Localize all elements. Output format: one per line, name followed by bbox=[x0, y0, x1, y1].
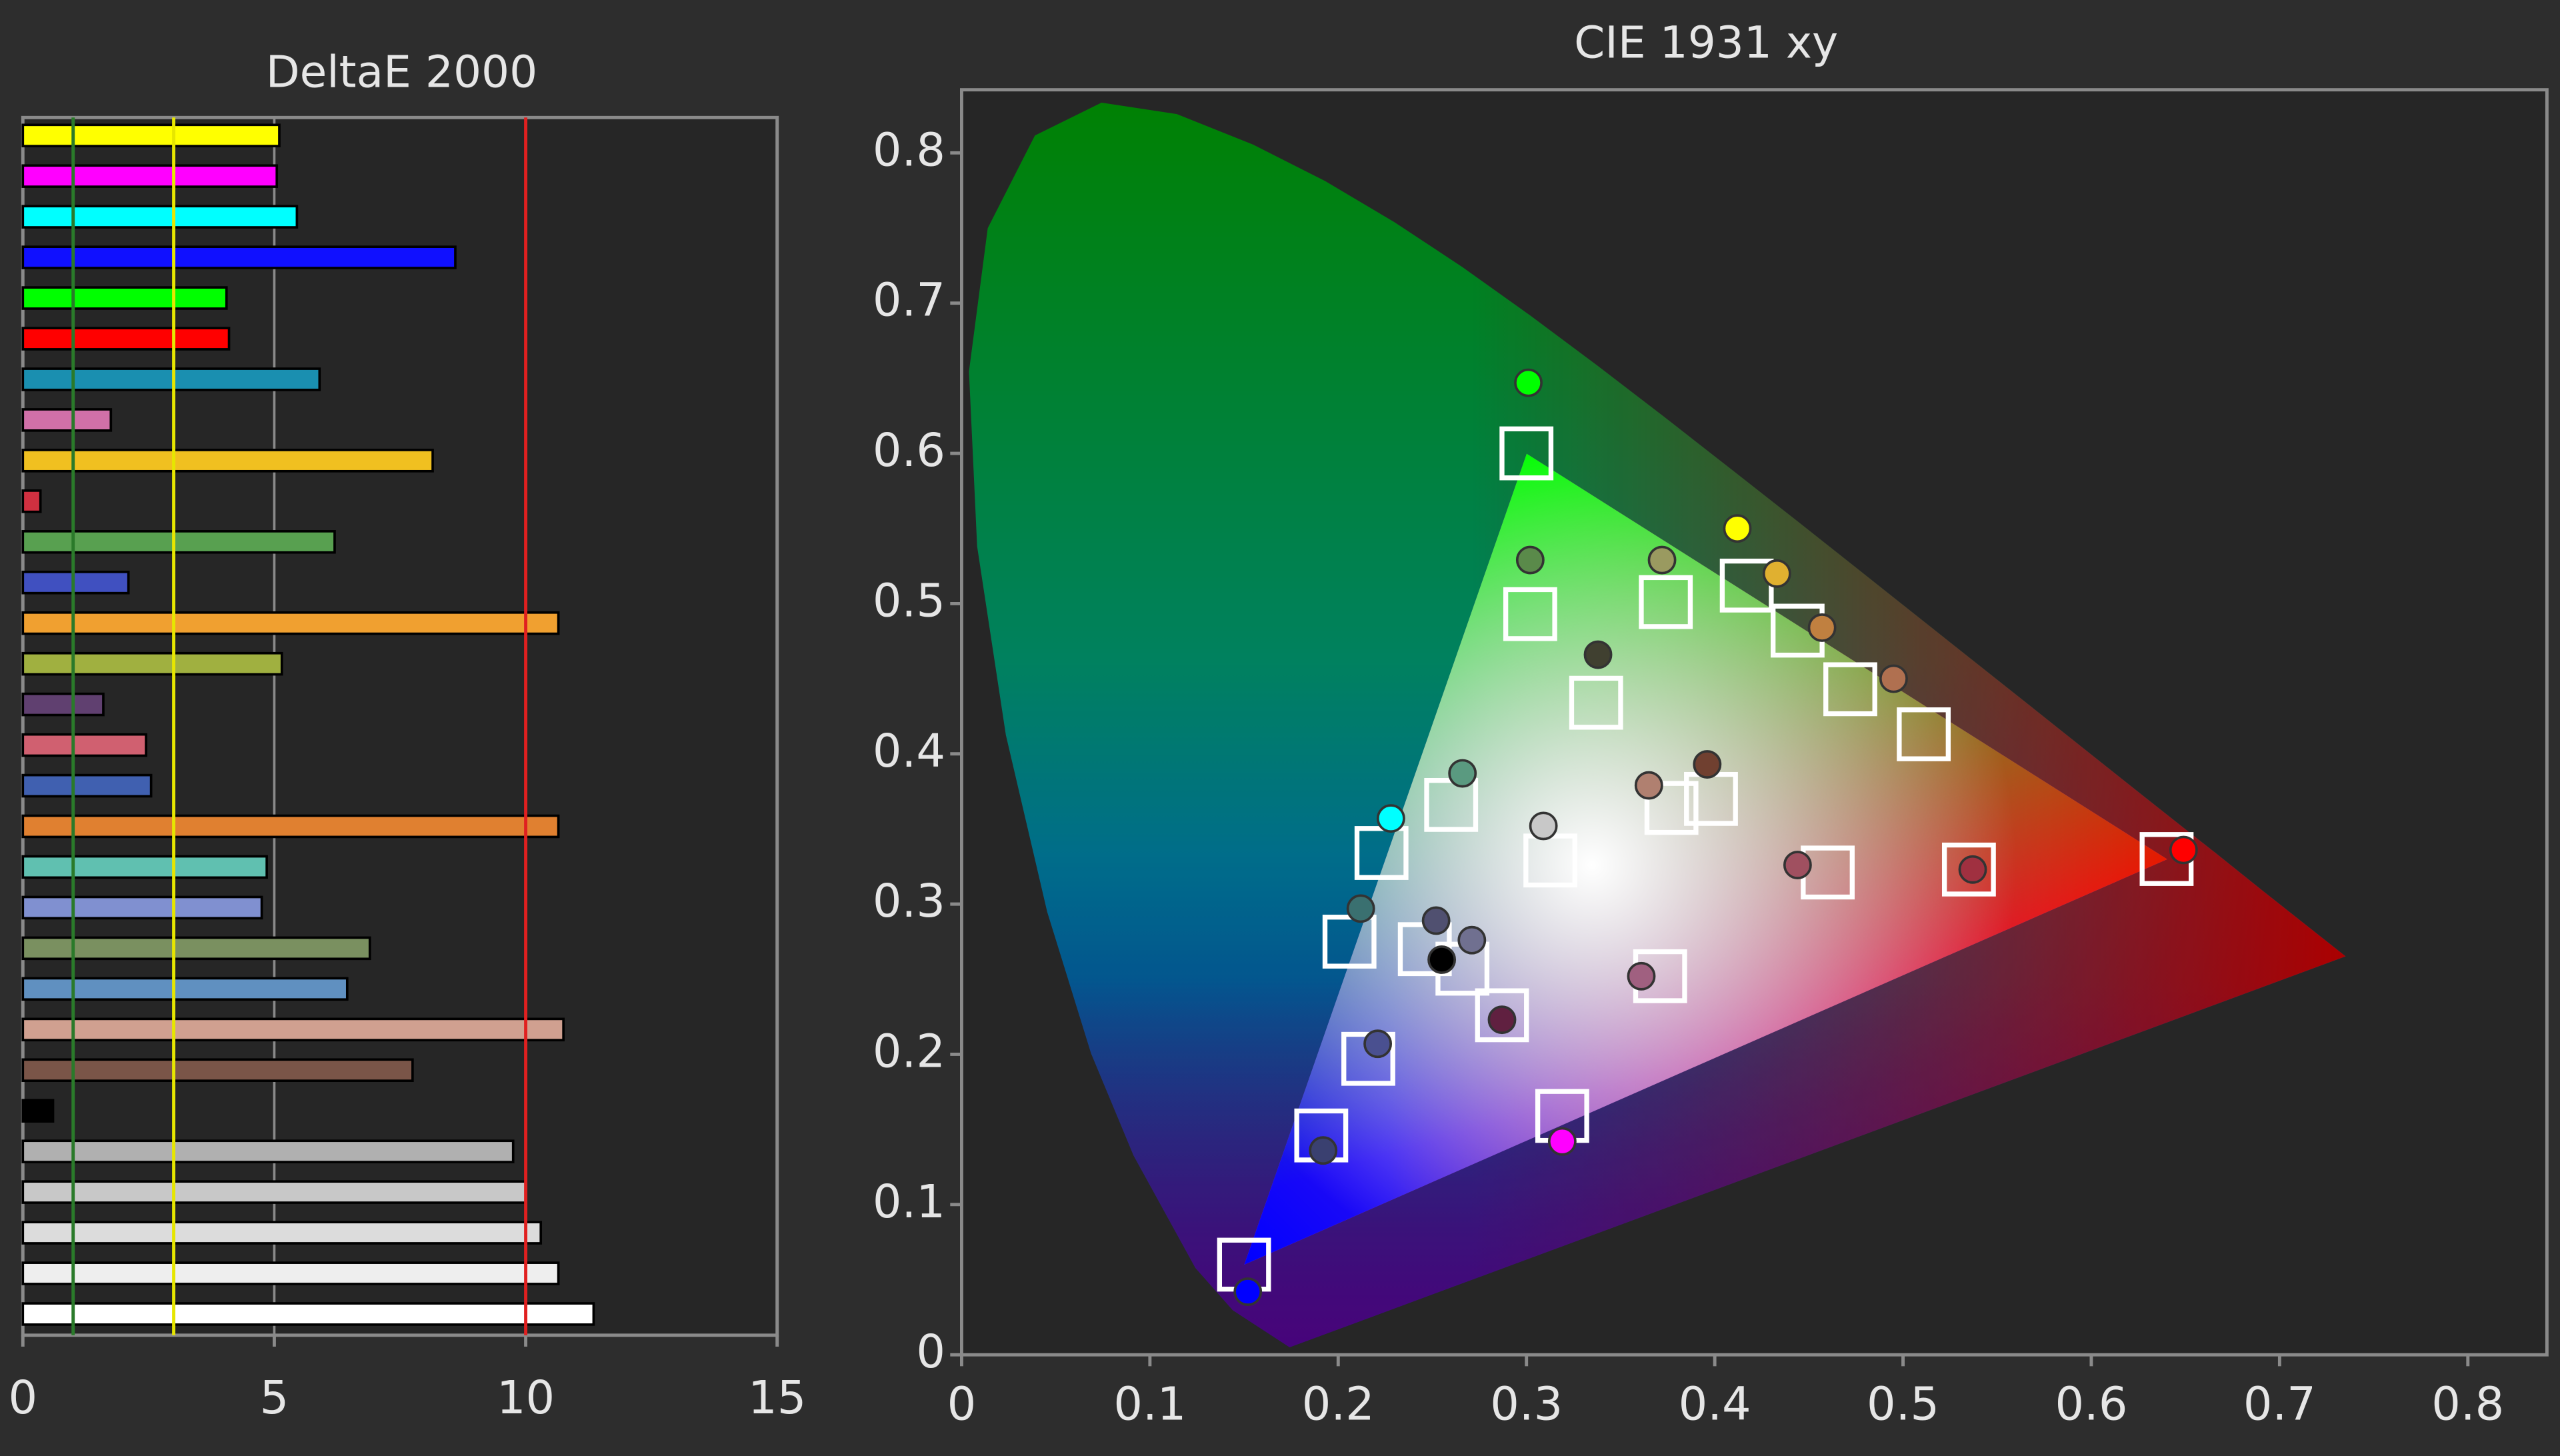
target-marker bbox=[1897, 707, 1951, 761]
bar bbox=[21, 327, 231, 351]
bar bbox=[21, 1302, 595, 1326]
bar bbox=[21, 571, 130, 595]
measured-point bbox=[1376, 804, 1405, 833]
plot-area bbox=[21, 115, 779, 1337]
measured-point bbox=[1233, 1277, 1263, 1306]
target-marker bbox=[1644, 781, 1699, 835]
bar bbox=[21, 245, 457, 269]
target-marker bbox=[1569, 675, 1623, 730]
bar bbox=[21, 733, 147, 757]
measured-point bbox=[2169, 835, 2198, 865]
target-marker bbox=[1941, 842, 1996, 897]
measured-point bbox=[1346, 894, 1375, 923]
measured-point bbox=[1427, 945, 1457, 974]
x-tick-label: 0.4 bbox=[1679, 1378, 1751, 1431]
bar bbox=[21, 814, 560, 839]
bar bbox=[21, 611, 560, 635]
measured-point bbox=[1762, 559, 1791, 588]
measured-point bbox=[1514, 368, 1543, 397]
bar bbox=[21, 1180, 527, 1204]
bar bbox=[21, 123, 281, 147]
measured-point bbox=[1515, 545, 1545, 575]
bar bbox=[21, 936, 371, 961]
gamut-triangle bbox=[1244, 453, 2167, 1265]
bar bbox=[21, 1139, 515, 1163]
measured-point bbox=[1363, 1029, 1393, 1059]
bar bbox=[21, 205, 299, 229]
x-tick-label: 0.8 bbox=[2431, 1378, 2504, 1431]
bar bbox=[21, 773, 153, 798]
measured-point bbox=[1807, 613, 1837, 642]
measured-point bbox=[1723, 514, 1752, 543]
bar bbox=[21, 692, 105, 717]
y-tick-label: 0.1 bbox=[873, 1175, 945, 1229]
x-tick-label: 0 bbox=[947, 1378, 977, 1431]
bar bbox=[21, 164, 279, 188]
measured-point bbox=[1421, 906, 1451, 935]
chart-title: DeltaE 2000 bbox=[266, 47, 537, 98]
y-tick-label: 0.3 bbox=[873, 875, 945, 928]
measured-point bbox=[1693, 750, 1722, 779]
x-tick-label: 0 bbox=[8, 1371, 37, 1425]
x-tick-label: 5 bbox=[260, 1371, 289, 1425]
bar bbox=[21, 1099, 55, 1123]
measured-point bbox=[1634, 771, 1663, 800]
x-tick-label: 0.2 bbox=[1302, 1378, 1375, 1431]
bar bbox=[21, 408, 113, 432]
measured-point bbox=[1783, 851, 1812, 879]
bar bbox=[21, 855, 268, 879]
y-tick-label: 0.2 bbox=[873, 1025, 945, 1079]
x-tick-label: 0.3 bbox=[1490, 1378, 1563, 1431]
x-tick-label: 0.1 bbox=[1113, 1378, 1186, 1431]
target-marker bbox=[1503, 587, 1557, 641]
y-tick-label: 0.7 bbox=[873, 274, 945, 327]
x-tick-label: 0.5 bbox=[1867, 1378, 1939, 1431]
target-marker bbox=[1475, 988, 1529, 1043]
bar bbox=[21, 1221, 543, 1245]
bar bbox=[21, 489, 42, 513]
measured-point bbox=[1647, 545, 1677, 575]
y-tick-label: 0.5 bbox=[873, 574, 945, 627]
measured-point bbox=[1487, 1005, 1517, 1035]
y-tick-label: 0 bbox=[916, 1325, 945, 1379]
bar bbox=[21, 895, 263, 920]
measured-point bbox=[1309, 1136, 1338, 1165]
x-tick-label: 0.7 bbox=[2243, 1378, 2316, 1431]
measured-point bbox=[1958, 855, 1987, 884]
target-marker bbox=[1499, 426, 1554, 481]
measured-point bbox=[1627, 961, 1656, 991]
x-tick-label: 10 bbox=[497, 1371, 555, 1425]
bar bbox=[21, 367, 321, 391]
measured-point bbox=[1583, 640, 1613, 669]
marks: 0 5 10 15 0 0.1 0.2 0.3 0.4 0.5 0.6 0.7 0.8 0 0.1 0.2 0.… bbox=[8, 117, 2504, 1431]
target-marker bbox=[1639, 575, 1693, 629]
bar bbox=[21, 651, 283, 676]
bar bbox=[21, 1261, 560, 1285]
measured-point bbox=[1448, 759, 1477, 788]
y-tick-label: 0.6 bbox=[873, 424, 945, 477]
measured-point bbox=[1457, 925, 1487, 955]
bar bbox=[21, 530, 336, 554]
chart-title: CIE 1931 xy bbox=[1574, 17, 1838, 69]
y-tick-label: 0.4 bbox=[873, 725, 945, 778]
bar bbox=[21, 286, 228, 310]
bar bbox=[21, 977, 349, 1001]
x-tick-label: 15 bbox=[748, 1371, 806, 1425]
measured-point bbox=[1547, 1127, 1577, 1156]
bar bbox=[21, 1058, 414, 1082]
bar bbox=[21, 1017, 565, 1042]
target-marker bbox=[1823, 662, 1877, 717]
y-tick-label: 0.8 bbox=[873, 123, 945, 177]
bar bbox=[21, 449, 434, 473]
x-tick-label: 0.6 bbox=[2055, 1378, 2127, 1431]
measured-point bbox=[1879, 664, 1908, 693]
measured-point bbox=[1529, 811, 1558, 841]
